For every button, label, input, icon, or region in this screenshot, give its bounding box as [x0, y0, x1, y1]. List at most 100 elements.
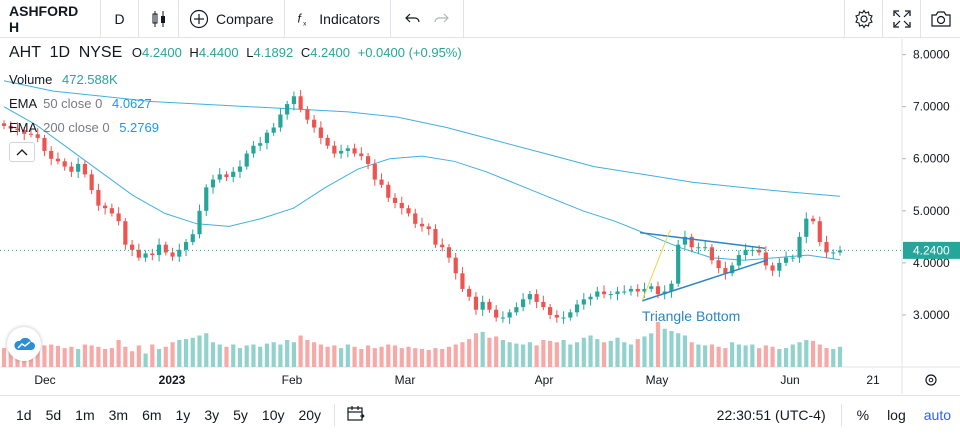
- chart-area[interactable]: Triangle Bottom 8.0000 7.0000 6.0000 5.0000…: [0, 39, 960, 394]
- indicators-button[interactable]: f x Indicators: [285, 0, 391, 38]
- candle-body: [757, 249, 762, 253]
- volume-bar: [359, 349, 364, 367]
- candle-body: [285, 104, 290, 115]
- range-button-10y[interactable]: 10y: [261, 406, 285, 423]
- legend-collapse-button[interactable]: [9, 142, 35, 162]
- volume-bar: [487, 337, 492, 367]
- symbol-search-button[interactable]: ASHFORD H: [0, 0, 101, 38]
- candle-body: [22, 130, 27, 134]
- volume-bar: [386, 344, 391, 367]
- timezone-clock[interactable]: 22:30:51 (UTC-4): [716, 407, 826, 423]
- volume-bar: [392, 345, 398, 367]
- volume-bar: [804, 340, 809, 367]
- candle-body: [730, 265, 735, 274]
- settings-button[interactable]: [844, 0, 882, 38]
- fullscreen-button[interactable]: [882, 0, 920, 38]
- percent-scale-toggle[interactable]: %: [856, 407, 870, 423]
- range-button-20y[interactable]: 20y: [298, 406, 322, 423]
- chart-type-button[interactable]: [139, 0, 179, 38]
- candle-body: [89, 174, 94, 190]
- camera-icon: [930, 11, 951, 27]
- auto-scale-toggle[interactable]: auto: [923, 407, 951, 423]
- compare-button[interactable]: Compare: [179, 0, 285, 38]
- volume-label: Volume: [9, 72, 53, 87]
- range-button-6m[interactable]: 6m: [142, 406, 162, 423]
- volume-legend[interactable]: Volume 472.588K: [9, 72, 118, 87]
- candle-body: [804, 218, 809, 237]
- bottom-toolbar: 1d 5d 1m 3m 6m 1y 3y 5y 10y 20y 22:30:51 (UTC-4) …: [0, 395, 960, 433]
- volume-bar: [251, 344, 256, 367]
- ema200-legend[interactable]: EMA 200 close 0 5.2769: [9, 120, 159, 135]
- interval-button[interactable]: D: [101, 0, 139, 38]
- candle-body: [622, 291, 627, 293]
- price-tick-label: 4.0000: [913, 256, 950, 270]
- volume-bar: [453, 344, 458, 367]
- range-button-5d[interactable]: 5d: [45, 406, 62, 423]
- candle-body: [554, 314, 559, 318]
- candle-body: [231, 171, 236, 177]
- candle-body: [42, 137, 47, 151]
- volume-bar: [183, 339, 189, 367]
- redo-button[interactable]: [427, 0, 464, 38]
- volume-bar: [790, 344, 795, 367]
- candle-body: [642, 288, 647, 292]
- volume-bar: [62, 348, 67, 367]
- range-button-5y[interactable]: 5y: [233, 406, 248, 423]
- date-range-button[interactable]: [341, 405, 371, 424]
- range-button-1y[interactable]: 1y: [175, 406, 191, 423]
- volume-bar: [628, 344, 634, 367]
- high-value: 4.4400: [198, 45, 239, 60]
- candle-body: [649, 286, 654, 289]
- axis-settings-button[interactable]: [925, 374, 937, 386]
- volume-bar: [608, 340, 613, 367]
- candle-body: [770, 265, 775, 271]
- volume-bar: [757, 348, 762, 367]
- volume-bar: [231, 344, 236, 367]
- candle-body: [676, 244, 681, 284]
- ema50-legend[interactable]: EMA 50 close 0 4.0627: [9, 96, 152, 111]
- ema200-value: 5.2769: [119, 120, 159, 135]
- candle-body: [426, 226, 431, 230]
- volume-value: 472.588K: [62, 72, 118, 87]
- volume-bar: [123, 346, 128, 367]
- candle-body: [817, 221, 822, 243]
- candle-body: [446, 247, 452, 258]
- volume-bar: [473, 333, 479, 367]
- volume-bar: [312, 342, 317, 367]
- high-label: H: [189, 45, 199, 60]
- range-button-1d[interactable]: 1d: [16, 406, 32, 423]
- volume-bar: [507, 342, 512, 367]
- volume-bar: [548, 340, 553, 367]
- volume-bar: [406, 346, 411, 367]
- candle-body: [372, 163, 377, 180]
- undo-icon: [405, 13, 420, 22]
- volume-bar: [527, 342, 532, 367]
- candle-body: [325, 137, 330, 146]
- range-button-3m[interactable]: 3m: [108, 406, 129, 423]
- volume-bar: [521, 344, 526, 367]
- svg-text:x: x: [303, 20, 307, 27]
- ema50-line: [3, 106, 841, 261]
- last-price-tag-text: 4.2400: [913, 243, 950, 257]
- snapshot-button[interactable]: [920, 0, 960, 38]
- redo-icon: [434, 13, 449, 22]
- range-button-3y[interactable]: 3y: [204, 406, 220, 423]
- tradingview-logo[interactable]: [7, 327, 41, 361]
- low-label: L: [246, 45, 254, 60]
- undo-button[interactable]: [391, 0, 427, 38]
- candle-body: [359, 153, 364, 157]
- volume-bar: [318, 344, 323, 367]
- volume-bar: [89, 345, 94, 367]
- candle-body: [460, 273, 465, 289]
- candle-body: [669, 283, 674, 292]
- price-chart[interactable]: Triangle Bottom 8.0000 7.0000 6.0000 5.0000…: [0, 39, 960, 394]
- volume-bar: [763, 345, 768, 367]
- candle-body: [332, 145, 337, 154]
- candle-body: [210, 179, 216, 188]
- range-button-1m[interactable]: 1m: [75, 406, 95, 423]
- candle-body: [318, 127, 323, 138]
- volume-bar: [514, 343, 519, 367]
- log-scale-toggle[interactable]: log: [887, 407, 906, 423]
- candle-body: [581, 299, 586, 305]
- volume-bar: [156, 349, 162, 367]
